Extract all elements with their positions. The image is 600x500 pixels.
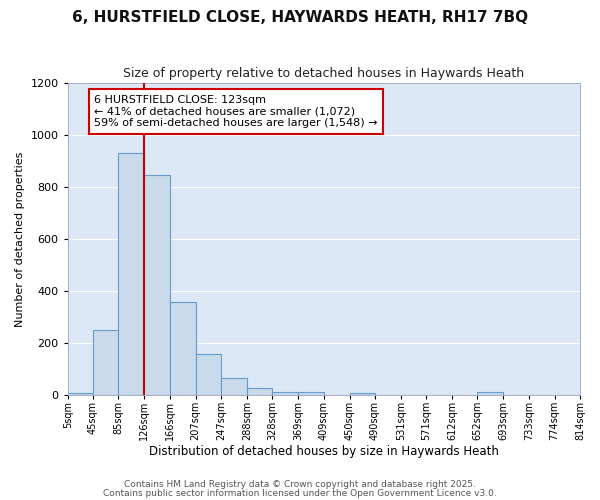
Bar — [170, 302, 196, 396]
Bar — [221, 378, 247, 396]
Text: Contains public sector information licensed under the Open Government Licence v3: Contains public sector information licen… — [103, 488, 497, 498]
Y-axis label: Number of detached properties: Number of detached properties — [15, 152, 25, 327]
X-axis label: Distribution of detached houses by size in Haywards Heath: Distribution of detached houses by size … — [149, 444, 499, 458]
Text: 6 HURSTFIELD CLOSE: 123sqm
← 41% of detached houses are smaller (1,072)
59% of s: 6 HURSTFIELD CLOSE: 123sqm ← 41% of deta… — [94, 95, 378, 128]
Bar — [350, 394, 375, 396]
Bar — [272, 392, 298, 396]
Bar — [298, 392, 323, 396]
Bar — [68, 394, 93, 396]
Title: Size of property relative to detached houses in Haywards Heath: Size of property relative to detached ho… — [123, 68, 524, 80]
Text: Contains HM Land Registry data © Crown copyright and database right 2025.: Contains HM Land Registry data © Crown c… — [124, 480, 476, 489]
Bar — [118, 154, 145, 396]
Bar — [196, 354, 221, 396]
Bar — [323, 394, 350, 396]
Bar — [478, 392, 503, 396]
Bar — [145, 176, 170, 396]
Bar — [247, 388, 272, 396]
Text: 6, HURSTFIELD CLOSE, HAYWARDS HEATH, RH17 7BQ: 6, HURSTFIELD CLOSE, HAYWARDS HEATH, RH1… — [72, 10, 528, 25]
Bar — [93, 330, 118, 396]
